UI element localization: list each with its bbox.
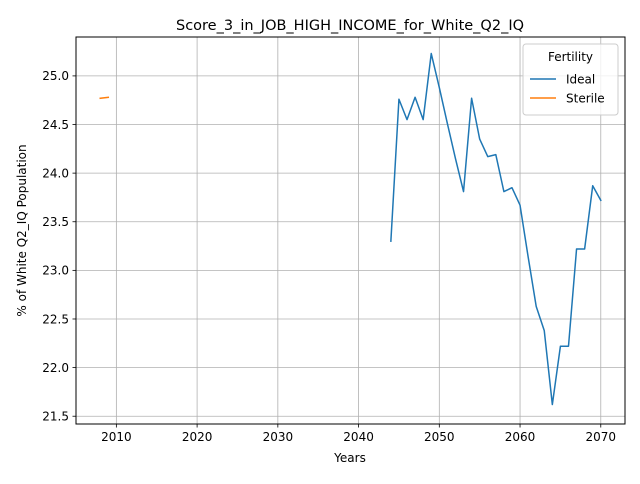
x-tick-label: 2030 [263,430,294,444]
legend-title: Fertility [548,50,593,64]
x-axis-label: Years [333,451,366,465]
x-tick-label: 2060 [505,430,536,444]
x-tick-label: 2070 [586,430,617,444]
x-tick-label: 2020 [182,430,213,444]
y-tick-label: 24.5 [42,118,69,132]
chart-title: Score_3_in_JOB_HIGH_INCOME_for_White_Q2_… [176,18,524,34]
x-tick-label: 2050 [424,430,455,444]
legend: Fertility Ideal Sterile [522,43,619,116]
y-axis-ticks: 21.5 22.0 22.5 23.0 23.5 24.0 24.5 25.0 [42,69,76,424]
series-lines [99,52,602,406]
y-tick-label: 21.5 [42,410,69,424]
y-axis-label: % of White Q2_IQ Population [15,144,29,316]
y-tick-label: 22.0 [42,361,69,375]
legend-label-ideal: Ideal [566,73,595,87]
legend-label-sterile: Sterile [566,92,605,106]
gridlines [76,37,625,424]
y-tick-label: 23.0 [42,264,69,278]
y-tick-label: 22.5 [42,312,69,326]
x-tick-label: 2010 [101,430,132,444]
series-line-ideal [390,52,602,406]
x-tick-label: 2040 [343,430,374,444]
x-axis-ticks: 2010 2020 2030 2040 2050 2060 2070 [101,424,616,444]
y-tick-label: 24.0 [42,166,69,180]
y-tick-label: 23.5 [42,215,69,229]
series-line-sterile [99,96,110,100]
y-tick-label: 25.0 [42,69,69,83]
plot-area-frame [75,36,626,425]
